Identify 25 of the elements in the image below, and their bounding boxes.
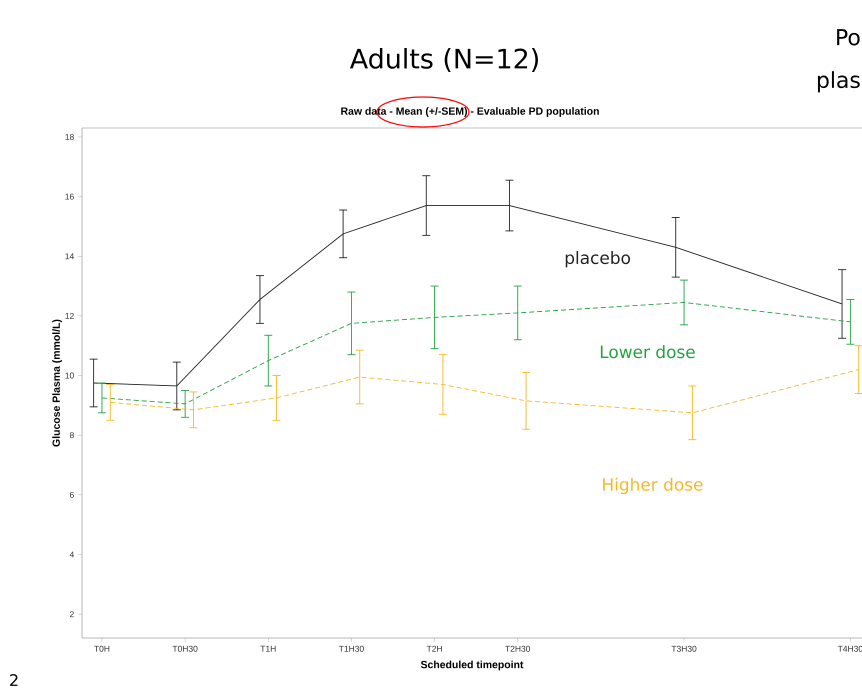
text: plas — [818, 71, 860, 92]
y-tick-label: 18 — [65, 134, 74, 140]
text: Po — [837, 29, 860, 46]
y-tick-label: 6 — [70, 492, 74, 498]
text: 2 — [10, 674, 18, 686]
x-tick-label: T2H — [426, 646, 442, 652]
y-axis-title: Glucose Plasma (mmol/L) — [52, 320, 62, 447]
x-tick-label: T0H — [94, 646, 110, 652]
x-tick-label: T1H30 — [338, 646, 364, 652]
text: Higher dose — [603, 478, 703, 494]
series-label: placebo — [566, 251, 630, 268]
x-tick-label: T2H30 — [505, 646, 530, 652]
y-tick-label: 4 — [70, 552, 74, 558]
text: Lower dose — [600, 345, 695, 358]
x-tick-label: T1H — [260, 646, 276, 652]
y-tick-label: 2 — [70, 611, 74, 618]
y-tick-label: 8 — [70, 432, 74, 438]
x-axis-title: Scheduled timepoint — [420, 660, 524, 670]
y-tick-label: 12 — [65, 312, 74, 319]
x-tick-label: T3H30 — [672, 646, 696, 652]
y-tick-label: 10 — [65, 372, 74, 379]
y-tick-label: 16 — [65, 194, 74, 200]
x-tick-label: T0H30 — [172, 646, 198, 652]
chart-title: Adults (N=12) — [350, 48, 538, 72]
y-tick-label: 14 — [65, 253, 74, 260]
